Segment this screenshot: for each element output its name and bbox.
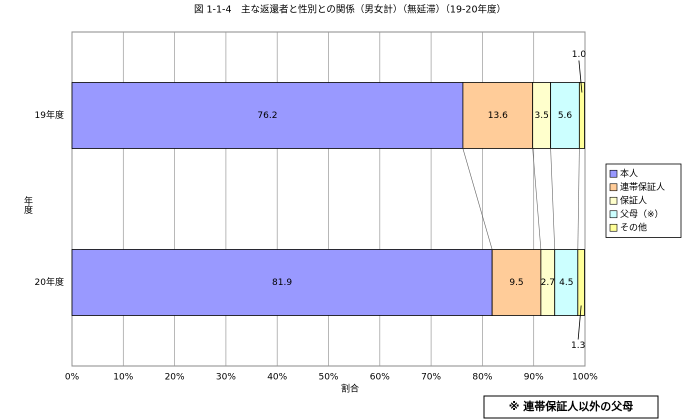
note-box xyxy=(483,395,659,419)
note: ※ 連帯保証人以外の父母 xyxy=(509,399,634,413)
data-label: 4.5 xyxy=(559,278,573,288)
chart-title: 図 1-1-4 主な返還者と性別との関係（男女計）（無延滞）（19-20年度） xyxy=(194,4,506,16)
series-connector xyxy=(462,148,493,250)
x-tick-label: 90% xyxy=(524,373,544,383)
x-tick-label: 70% xyxy=(421,373,441,383)
x-tick-label: 10% xyxy=(113,373,133,383)
bar-segment xyxy=(577,249,585,316)
data-label: 1.0 xyxy=(572,50,587,60)
legend-swatch xyxy=(609,183,618,192)
data-label: 3.5 xyxy=(534,111,548,121)
series-connector xyxy=(532,148,542,250)
x-tick-label: 20% xyxy=(165,373,185,383)
x-tick-label: 60% xyxy=(370,373,390,383)
x-tick-label: 80% xyxy=(472,373,492,383)
legend-box xyxy=(605,163,682,238)
label-leader xyxy=(578,60,583,93)
label-leader xyxy=(577,305,582,340)
x-tick-label: 40% xyxy=(267,373,287,383)
y-tick-label: 19年度 xyxy=(35,109,64,121)
legend-swatch xyxy=(609,223,618,232)
y-axis-label: 年度 xyxy=(22,195,33,215)
data-label: 2.7 xyxy=(541,278,555,288)
data-label: 76.2 xyxy=(257,111,277,121)
x-tick-label: 30% xyxy=(216,373,236,383)
x-tick-label: 100% xyxy=(572,373,598,383)
legend-swatch xyxy=(609,196,618,205)
legend-label: 連帯保証人 xyxy=(620,181,665,193)
legend-label: 父母（※） xyxy=(620,209,664,220)
legend-label: 本人 xyxy=(620,167,638,179)
legend-label: その他 xyxy=(620,221,647,233)
data-label: 9.5 xyxy=(509,278,523,288)
x-axis-label: 割合 xyxy=(341,383,359,395)
bar-segment xyxy=(71,249,493,316)
x-tick-label: 50% xyxy=(318,373,338,383)
legend-swatch xyxy=(609,210,618,219)
data-label: 13.6 xyxy=(488,111,508,121)
y-tick-label: 20年度 xyxy=(35,276,64,288)
data-label: 81.9 xyxy=(272,278,292,288)
x-tick-label: 0% xyxy=(65,373,80,383)
legend-label: 保証人 xyxy=(620,194,647,206)
series-connector xyxy=(577,148,580,250)
legend-swatch xyxy=(609,169,618,178)
bar-segment xyxy=(462,82,534,149)
data-label: 5.6 xyxy=(558,111,573,121)
data-label: 1.3 xyxy=(571,341,585,351)
bar-segment xyxy=(578,82,585,149)
series-connector xyxy=(550,148,556,250)
